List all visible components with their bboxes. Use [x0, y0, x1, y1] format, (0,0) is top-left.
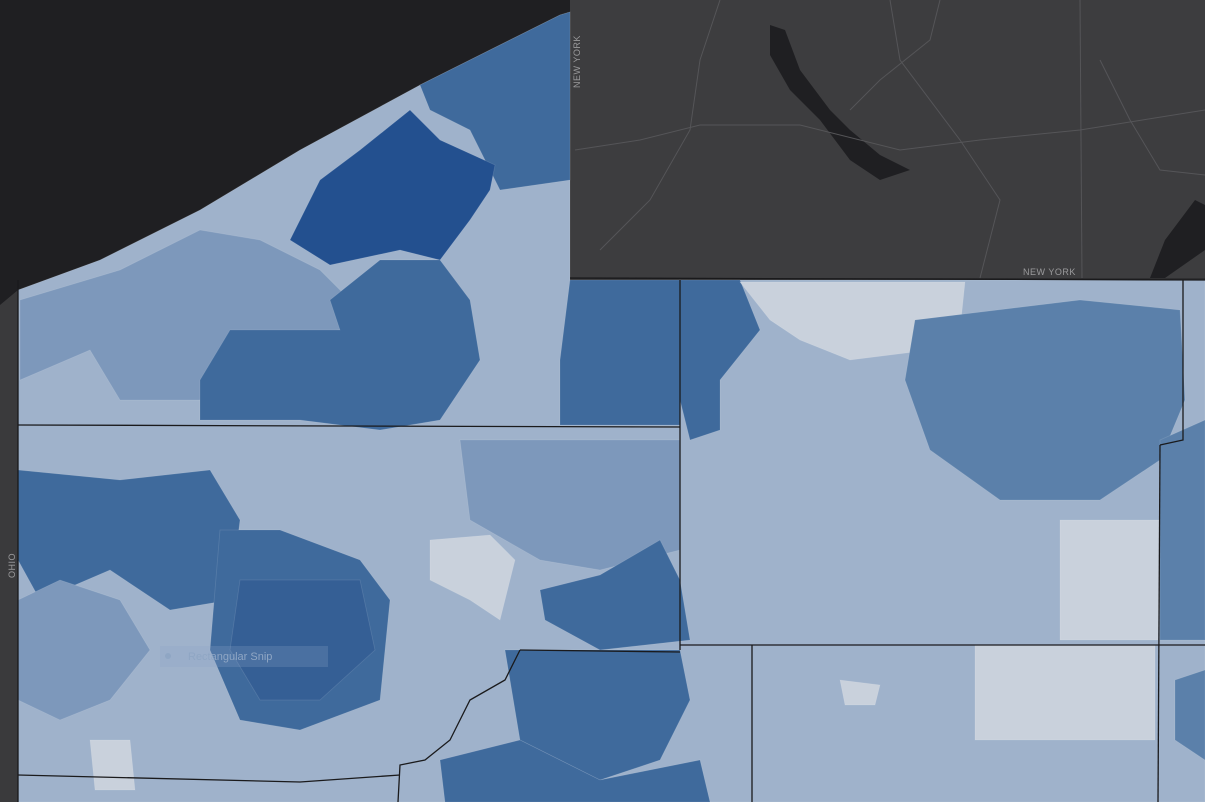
county-region: [419, 11, 571, 191]
road: [1099, 59, 1205, 176]
county-region: [904, 299, 1186, 501]
county-region: [1059, 519, 1161, 641]
county-region: [429, 534, 516, 621]
county-border: [17, 774, 401, 783]
county-border: [17, 424, 681, 428]
tooltip-text: Rectangular Snip: [188, 651, 272, 663]
county-region: [739, 281, 966, 361]
county-region: [17, 579, 151, 721]
tooltip-icon: [165, 653, 171, 659]
county-region: [1159, 419, 1205, 641]
county-region: [974, 644, 1156, 741]
county-region: [439, 739, 711, 802]
county-border: [519, 649, 681, 653]
county-region: [229, 579, 376, 701]
new-york-area: [570, 0, 1205, 278]
state-label: NEW YORK: [572, 35, 582, 88]
county-border: [569, 277, 1205, 281]
county-region: [17, 469, 241, 611]
county-region: [289, 109, 496, 266]
county-region: [89, 739, 136, 791]
river-east: [1150, 200, 1205, 278]
lake-erie: [0, 0, 600, 305]
state-label: NEW YORK: [1023, 267, 1076, 277]
county-region: [679, 279, 761, 441]
county-border: [397, 649, 521, 802]
chautauqua-lake: [770, 25, 910, 180]
county-region: [839, 679, 881, 706]
road: [599, 0, 721, 251]
county-border: [1157, 444, 1161, 802]
road: [1079, 0, 1083, 279]
road: [574, 109, 1205, 151]
county-region: [539, 539, 691, 651]
state-label: OHIO: [7, 553, 17, 578]
county-region: [559, 279, 681, 426]
road: [849, 0, 941, 111]
road: [889, 0, 1001, 279]
county-region: [199, 259, 481, 431]
county-border: [1159, 280, 1184, 446]
county-region: [1174, 669, 1205, 761]
tooltip-box: [160, 646, 328, 667]
